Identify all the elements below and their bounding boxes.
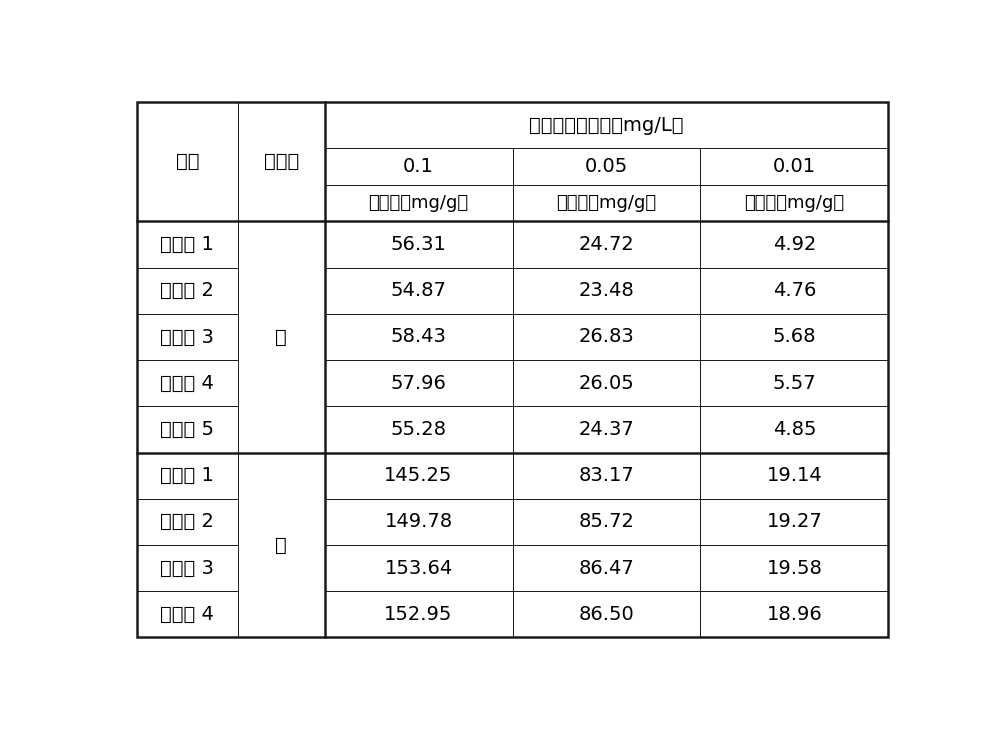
Text: 实施例 3: 实施例 3 <box>160 559 214 578</box>
Text: 18.96: 18.96 <box>767 605 822 624</box>
Text: 5.57: 5.57 <box>773 374 816 392</box>
Text: 吸附量（mg/g）: 吸附量（mg/g） <box>744 194 844 212</box>
Bar <box>238 221 325 452</box>
Bar <box>512 545 700 591</box>
Bar <box>512 184 700 221</box>
Bar <box>137 545 238 591</box>
Text: 实施例 2: 实施例 2 <box>160 281 214 300</box>
Bar <box>700 268 888 314</box>
Bar <box>325 360 512 406</box>
Bar <box>700 406 888 452</box>
Bar <box>700 314 888 360</box>
Text: 吸附量（mg/g）: 吸附量（mg/g） <box>368 194 469 212</box>
Bar <box>325 148 512 184</box>
Bar <box>512 406 700 452</box>
Text: 铬: 铬 <box>275 327 287 346</box>
Bar <box>325 545 512 591</box>
Text: 重金属初始浓度（mg/L）: 重金属初始浓度（mg/L） <box>529 116 684 135</box>
Text: 5.68: 5.68 <box>773 327 816 346</box>
Bar <box>700 591 888 638</box>
Text: 58.43: 58.43 <box>391 327 446 346</box>
Bar <box>700 221 888 268</box>
Text: 实施例 1: 实施例 1 <box>160 235 214 254</box>
Bar <box>512 148 700 184</box>
Bar <box>238 452 325 638</box>
Text: 26.05: 26.05 <box>579 374 634 392</box>
Bar <box>700 452 888 498</box>
Bar <box>137 221 238 268</box>
Bar <box>238 102 325 221</box>
Text: 153.64: 153.64 <box>384 559 453 578</box>
Text: 83.17: 83.17 <box>579 466 634 485</box>
Bar <box>137 360 238 406</box>
Bar <box>137 314 238 360</box>
Text: 149.78: 149.78 <box>384 512 453 531</box>
Text: 86.50: 86.50 <box>579 605 634 624</box>
Bar <box>512 314 700 360</box>
Bar <box>325 221 512 268</box>
Bar <box>137 102 238 221</box>
Bar <box>325 498 512 545</box>
Text: 56.31: 56.31 <box>391 235 446 254</box>
Text: 0.1: 0.1 <box>403 157 434 176</box>
Bar <box>325 406 512 452</box>
Text: 85.72: 85.72 <box>579 512 634 531</box>
Bar <box>700 498 888 545</box>
Text: 86.47: 86.47 <box>579 559 634 578</box>
Text: 0.01: 0.01 <box>773 157 816 176</box>
Bar <box>700 148 888 184</box>
Bar <box>137 452 238 498</box>
Bar <box>700 545 888 591</box>
Bar <box>512 360 700 406</box>
Bar <box>137 406 238 452</box>
Text: 19.14: 19.14 <box>767 466 822 485</box>
Text: 重金属: 重金属 <box>264 152 299 171</box>
Bar <box>325 452 512 498</box>
Bar <box>325 591 512 638</box>
Bar <box>137 268 238 314</box>
Bar <box>512 498 700 545</box>
Text: 19.58: 19.58 <box>766 559 822 578</box>
Bar <box>512 221 700 268</box>
Bar <box>700 360 888 406</box>
Bar <box>700 184 888 221</box>
Bar <box>512 591 700 638</box>
Text: 54.87: 54.87 <box>391 281 446 300</box>
Bar <box>512 268 700 314</box>
Text: 19.27: 19.27 <box>767 512 822 531</box>
Text: 26.83: 26.83 <box>579 327 634 346</box>
Bar <box>325 314 512 360</box>
Text: 实施例 3: 实施例 3 <box>160 327 214 346</box>
Text: 实施例 4: 实施例 4 <box>160 374 214 392</box>
Text: 实施例 2: 实施例 2 <box>160 512 214 531</box>
Text: 57.96: 57.96 <box>391 374 446 392</box>
Text: 实施例 1: 实施例 1 <box>160 466 214 485</box>
Text: 145.25: 145.25 <box>384 466 453 485</box>
Bar <box>325 102 888 148</box>
Text: 4.92: 4.92 <box>773 235 816 254</box>
Text: 152.95: 152.95 <box>384 605 453 624</box>
Bar <box>325 268 512 314</box>
Bar <box>137 498 238 545</box>
Text: 4.76: 4.76 <box>773 281 816 300</box>
Text: 55.28: 55.28 <box>391 420 447 439</box>
Text: 实施例 4: 实施例 4 <box>160 605 214 624</box>
Text: 0.05: 0.05 <box>585 157 628 176</box>
Text: 4.85: 4.85 <box>773 420 816 439</box>
Bar <box>137 591 238 638</box>
Text: 吸附量（mg/g）: 吸附量（mg/g） <box>556 194 657 212</box>
Text: 24.37: 24.37 <box>579 420 634 439</box>
Bar <box>325 184 512 221</box>
Text: 组别: 组别 <box>176 152 199 171</box>
Text: 23.48: 23.48 <box>579 281 634 300</box>
Text: 实施例 5: 实施例 5 <box>160 420 214 439</box>
Text: 24.72: 24.72 <box>579 235 634 254</box>
Bar <box>512 452 700 498</box>
Bar <box>137 102 325 148</box>
Text: 铅: 铅 <box>275 535 287 554</box>
